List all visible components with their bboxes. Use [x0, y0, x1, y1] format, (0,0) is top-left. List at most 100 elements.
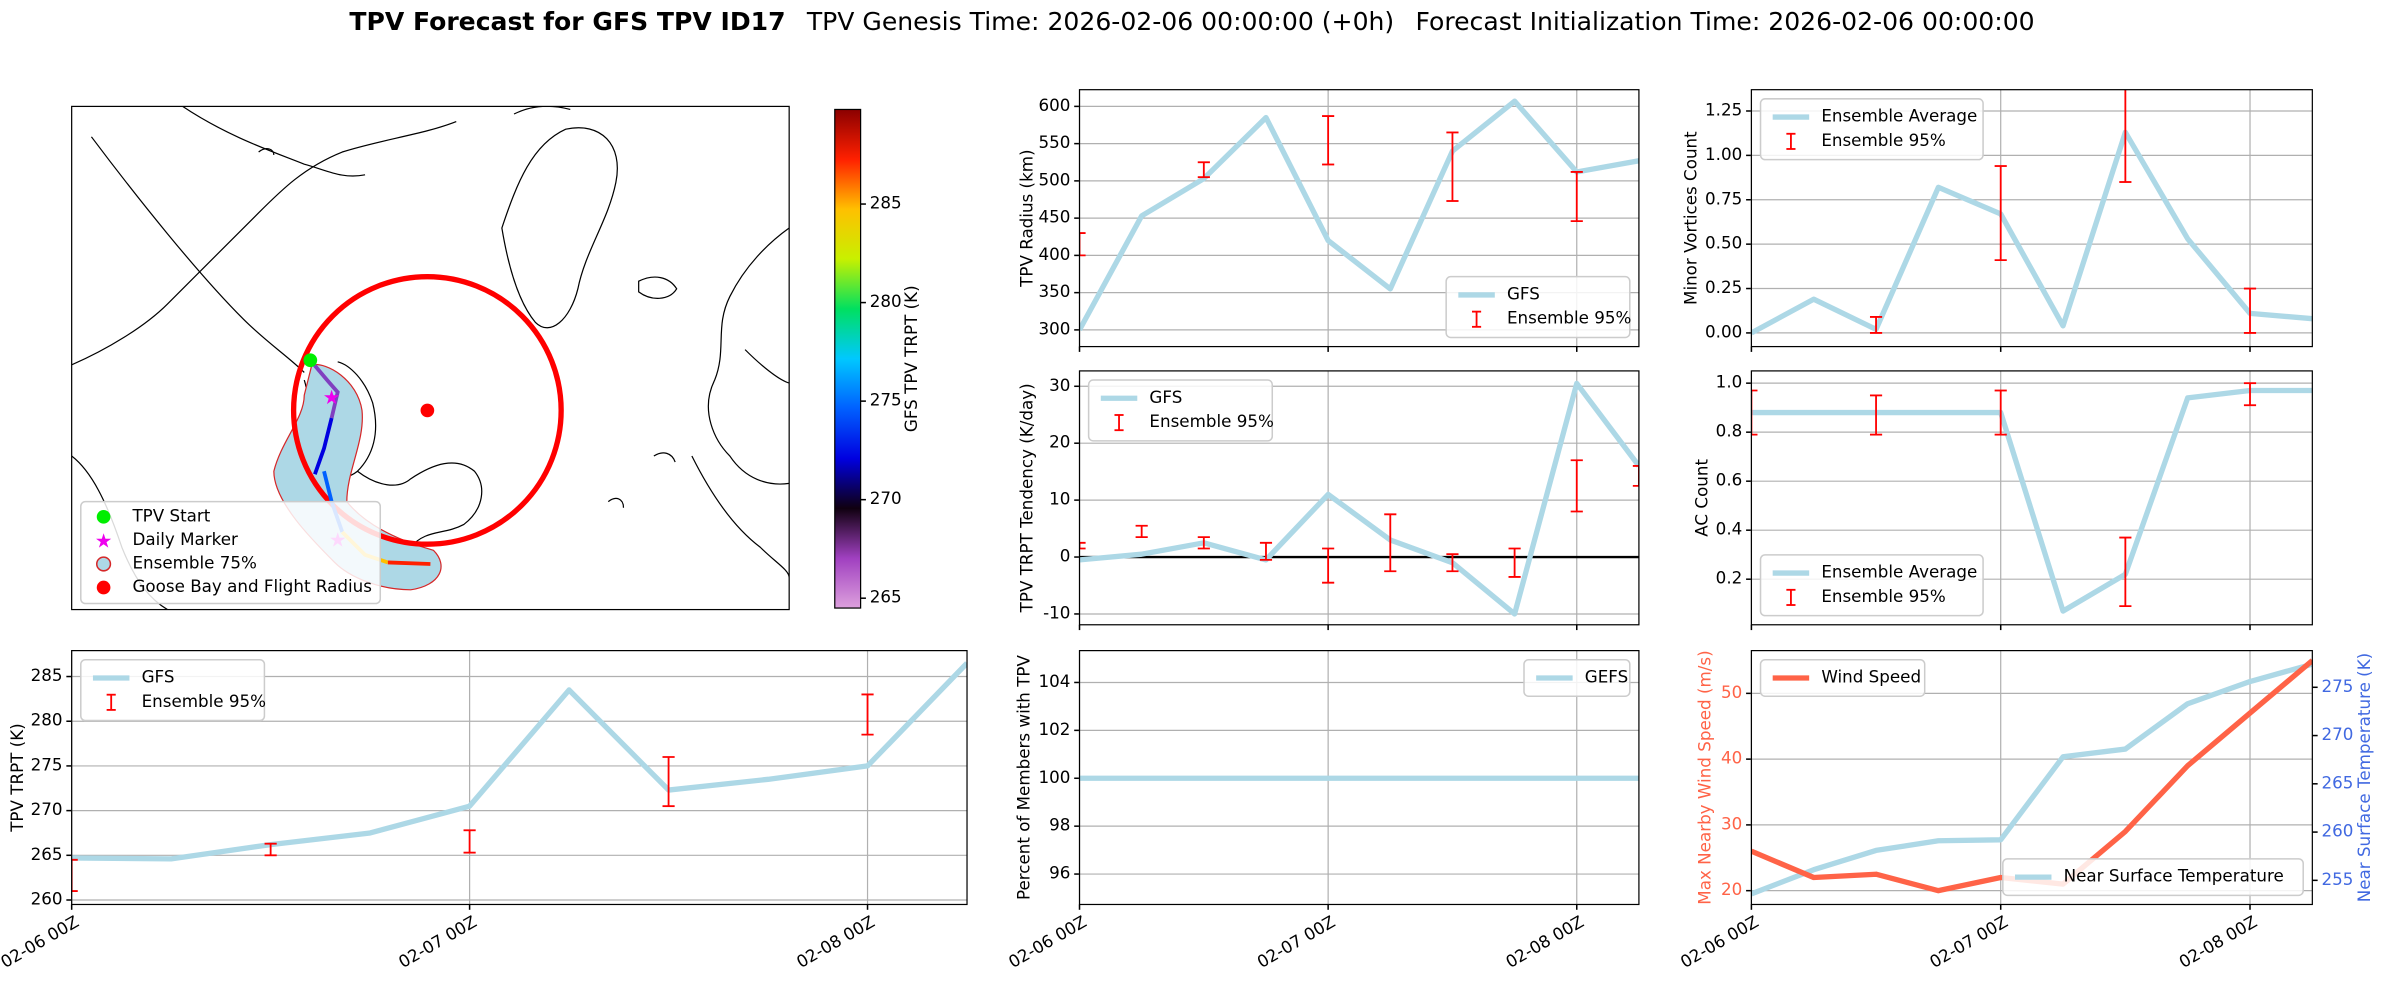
legend-marker	[96, 580, 111, 595]
legend-label: Goose Bay and Flight Radius	[132, 576, 371, 596]
x-tick-label: 02-08 00Z	[793, 911, 878, 972]
legend-label: Ensemble 75%	[132, 552, 256, 572]
legend-marker	[96, 510, 111, 524]
legend-box	[80, 500, 382, 605]
y-tick-label: 0.75	[1705, 188, 1742, 208]
panel-border	[1750, 89, 2313, 348]
legend-label: Ensemble 95%	[1821, 586, 1945, 606]
tpv-start	[303, 353, 318, 368]
track	[313, 417, 334, 475]
panel-border	[1750, 370, 2313, 626]
legend-label: Ensemble 95%	[1149, 411, 1273, 431]
y-axis-label: TPV Radius (km)	[1016, 149, 1036, 287]
y-tick-label: 350	[1038, 281, 1070, 301]
x-tick-label: 02-06 00Z	[0, 911, 82, 972]
y-tick-label: 96	[1049, 863, 1070, 883]
legend-label: GFS	[142, 666, 175, 686]
y-tick-label: 0.4	[1716, 519, 1743, 539]
legend-label: Daily Marker	[132, 529, 238, 549]
plot-area	[1079, 98, 1639, 332]
series-line	[1079, 380, 1639, 617]
x-tick-label: 02-07 00Z	[1253, 911, 1338, 972]
x-tick-label: 02-08 00Z	[1502, 911, 1587, 972]
y-tick-label: 0.6	[1716, 470, 1743, 490]
panel-border	[1078, 650, 1640, 906]
colorbar-tick-label: 270	[870, 488, 902, 508]
panel-border	[71, 650, 968, 906]
legend-label: TPV Start	[131, 505, 210, 525]
y-tick-label: 102	[1038, 719, 1070, 739]
y-tick-label: 400	[1038, 244, 1070, 264]
y-tick-label: 0.25	[1705, 277, 1742, 297]
panel-border	[1078, 89, 1640, 348]
suptitle: TPV Forecast for GFS TPV ID17 TPV Genesis…	[349, 7, 2034, 36]
daily-marker: ★	[323, 386, 341, 409]
coastline	[501, 127, 618, 329]
y-tick-label: 270	[31, 799, 63, 819]
y-tick-label: 0.50	[1705, 233, 1742, 253]
y-axis-label: TPV TRPT (K)	[7, 723, 27, 833]
panel-border	[1078, 370, 1640, 626]
legend-box	[2002, 858, 2304, 897]
y-tick-label: 104	[1038, 671, 1070, 691]
legend-box	[1523, 658, 1631, 697]
y-tick-label: 600	[1038, 95, 1070, 115]
colorbar-tick-label: 275	[870, 390, 902, 410]
y2-tick-label: 255	[2321, 869, 2353, 889]
x-tick-label: 02-06 00Z	[1005, 911, 1090, 972]
legend-label: Ensemble 95%	[1821, 130, 1945, 150]
y-tick-label: 20	[1049, 432, 1070, 452]
legend-box	[80, 658, 266, 722]
legend-label: Ensemble Average	[1821, 106, 1977, 126]
colorbar-tick-label: 285	[870, 193, 902, 213]
y-axis-label: AC Count	[1691, 459, 1711, 537]
colorbar-tick-label: 280	[870, 291, 902, 311]
y-tick-label: 275	[31, 754, 63, 774]
y-tick-label: 20	[1721, 879, 1742, 899]
legend-label: Ensemble Average	[1821, 562, 1977, 582]
coastline	[258, 148, 676, 508]
legend-label: GFS	[1149, 387, 1182, 407]
legend-marker: ★	[95, 529, 113, 552]
legend-label: Ensemble 95%	[142, 691, 266, 711]
y-tick-label: 0.2	[1716, 568, 1743, 588]
colorbar	[834, 108, 862, 609]
y-axis-label: Percent of Members with TPV	[1013, 655, 1033, 901]
y-tick-label: 260	[31, 889, 63, 909]
y-tick-label: 100	[1038, 767, 1070, 787]
series-line	[1751, 129, 2313, 336]
legend-box	[1087, 379, 1274, 442]
x-tick-label: 02-08 00Z	[2175, 911, 2260, 972]
track	[308, 359, 340, 419]
legend-box	[1445, 275, 1631, 339]
coastline	[691, 227, 790, 578]
colorbar-tick-label: 265	[870, 587, 902, 607]
x-tick-label: 02-06 00Z	[1677, 911, 1762, 972]
plot-area	[1079, 380, 1639, 617]
y2-tick-label: 260	[2321, 821, 2353, 841]
plot-area	[1751, 89, 2313, 336]
track	[387, 560, 431, 566]
y-tick-label: -10	[1043, 602, 1070, 622]
y-tick-label: 1.25	[1705, 99, 1742, 119]
legend-label: Near Surface Temperature	[2064, 866, 2284, 886]
legend-label: GEFS	[1585, 666, 1628, 686]
series-line	[71, 661, 968, 862]
y-tick-label: 0.00	[1705, 321, 1742, 341]
legend-label: GFS	[1507, 283, 1540, 303]
legend-marker	[95, 556, 112, 572]
y-tick-label: 30	[1721, 813, 1742, 833]
title: TPV Forecast for GFS TPV ID17	[349, 7, 785, 36]
y2-tick-label: 270	[2321, 724, 2353, 744]
y-tick-label: 280	[31, 710, 63, 730]
y2-tick-label: 265	[2321, 772, 2353, 792]
y-tick-label: 550	[1038, 132, 1070, 152]
y-tick-label: 450	[1038, 207, 1070, 227]
legend-label: Wind Speed	[1821, 666, 1921, 686]
y-tick-label: 1.0	[1716, 372, 1743, 392]
series-line	[1751, 661, 2313, 897]
genesis-time: TPV Genesis Time: 2026-02-06 00:00:00 (+…	[806, 7, 1394, 36]
y-tick-label: 10	[1049, 489, 1070, 509]
x-tick-label: 02-07 00Z	[395, 911, 480, 972]
